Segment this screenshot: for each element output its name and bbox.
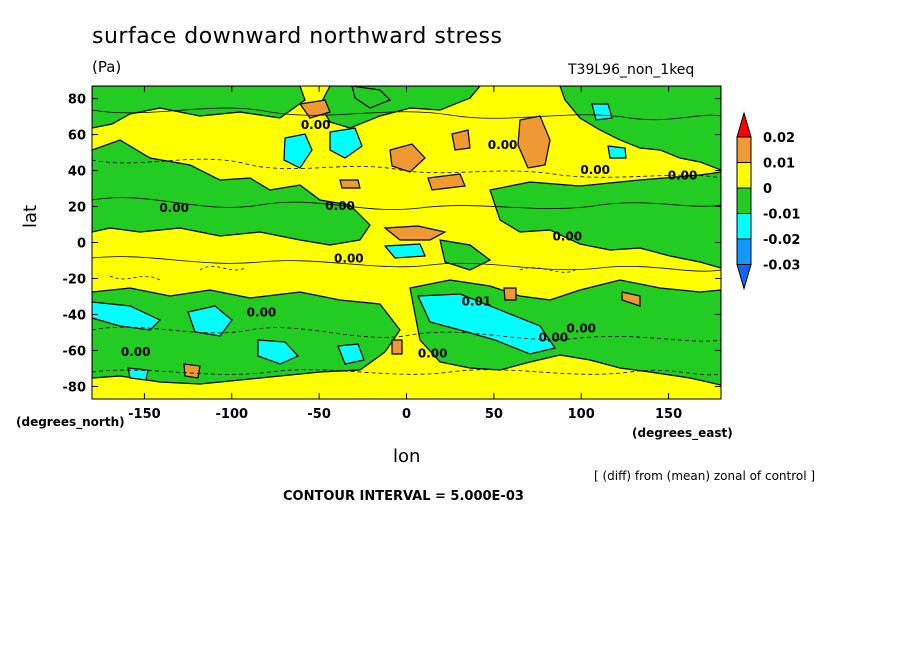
contour-label: 0.00 — [301, 118, 331, 132]
contour-label: 0.00 — [247, 305, 277, 319]
y-tick-label: -20 — [63, 272, 87, 287]
contour-label: 0.00 — [566, 321, 596, 335]
contour-labels: 0.000.000.000.000.000.00 0.000.010.000.00… — [121, 118, 697, 360]
y-ticks: -80 -60 -40 -20 0 20 40 60 80 — [63, 93, 721, 395]
colorbar-label: -0.01 — [763, 208, 800, 223]
y-tick-label: -40 — [63, 308, 87, 323]
x-tick-label: -100 — [216, 407, 249, 422]
x-tick-label: 150 — [655, 407, 682, 422]
contour-lines — [92, 107, 721, 376]
contour-label: 0.00 — [121, 345, 151, 359]
run-name: T39L96_non_1keq — [568, 62, 695, 78]
x-tick-label: 100 — [568, 407, 595, 422]
colorbar-top-arrow — [736, 111, 752, 138]
colorbar-box — [736, 213, 752, 240]
x-ticks: -150 -100 -50 0 50 100 150 — [128, 86, 682, 422]
colorbar-label: -0.03 — [763, 259, 800, 274]
contour-label: 0.01 — [462, 294, 492, 308]
x-tick-label: -50 — [307, 407, 331, 422]
y-tick-label: -60 — [63, 344, 87, 359]
contour-label: 0.00 — [159, 201, 189, 215]
colorbar-box — [736, 136, 752, 163]
contour-label: 0.00 — [538, 330, 568, 344]
colorbar-box — [736, 187, 752, 214]
cyan-bands — [92, 103, 627, 381]
x-axis-label: lon — [393, 446, 421, 467]
y-unit-label: (degrees_north) — [16, 415, 125, 429]
contour-label: 0.00 — [552, 230, 582, 244]
colorbar-bottom-arrow — [736, 264, 752, 291]
plot-area — [92, 86, 721, 399]
negative-bands — [92, 86, 721, 386]
colorbar-box — [736, 238, 752, 265]
y-tick-label: 20 — [68, 201, 86, 216]
contour-label: 0.00 — [325, 199, 355, 213]
y-tick-label: -80 — [63, 380, 87, 395]
y-tick-label: 40 — [68, 165, 86, 180]
x-tick-label: 0 — [402, 407, 411, 422]
y-tick-label: 0 — [77, 237, 86, 252]
x-unit-label: (degrees_east) — [632, 426, 733, 440]
contour-label: 0.00 — [580, 163, 610, 177]
contour-label: 0.00 — [668, 169, 698, 183]
contour-label: 0.00 — [418, 347, 448, 361]
colorbar-box — [736, 162, 752, 189]
diff-note: [ (diff) from (mean) zonal of control ] — [594, 469, 816, 483]
contour-interval: CONTOUR INTERVAL = 5.000E-03 — [283, 489, 524, 504]
orange-bands — [183, 99, 641, 379]
y-tick-label: 60 — [68, 129, 86, 144]
colorbar: 0.02 0.01 0 -0.01 -0.02 -0.03 — [736, 111, 800, 291]
y-tick-label: 80 — [68, 93, 86, 108]
contour-label: 0.00 — [334, 251, 364, 265]
colorbar-label: 0 — [763, 182, 772, 197]
chart-units: (Pa) — [92, 58, 122, 76]
chart-title: surface downward northward stress — [92, 24, 503, 49]
colorbar-label: -0.02 — [763, 233, 800, 248]
x-tick-label: -150 — [128, 407, 161, 422]
colorbar-label: 0.01 — [763, 157, 795, 172]
x-tick-label: 50 — [485, 407, 503, 422]
colorbar-label: 0.02 — [763, 131, 795, 146]
contour-label: 0.00 — [488, 138, 518, 152]
